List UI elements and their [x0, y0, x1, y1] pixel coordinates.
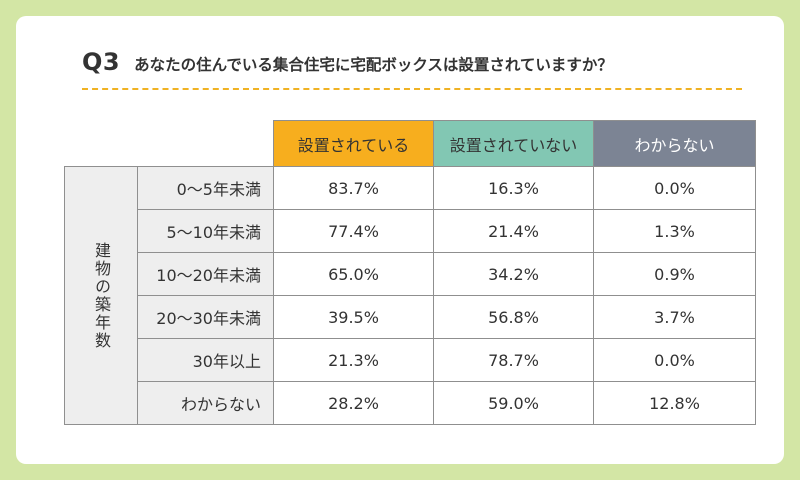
value-cell: 78.7%: [433, 338, 594, 382]
row-label: 10〜20年未満: [137, 252, 274, 296]
value-cell: 39.5%: [273, 295, 434, 339]
table-row: 20〜30年未満 39.5% 56.8% 3.7%: [65, 295, 756, 339]
column-header-unknown: わからない: [593, 120, 756, 167]
value-cell: 0.0%: [593, 166, 756, 210]
question-header: Q3 あなたの住んでいる集合住宅に宅配ボックスは設置されていますか？: [82, 48, 613, 76]
row-label: 0〜5年未満: [137, 166, 274, 210]
table-row: わからない 28.2% 59.0% 12.8%: [65, 381, 756, 425]
row-label: 5〜10年未満: [137, 209, 274, 253]
value-cell: 34.2%: [433, 252, 594, 296]
table-row: 建物の築年数 0〜5年未満 83.7% 16.3% 0.0%: [64, 166, 756, 425]
value-cell: 56.8%: [433, 295, 594, 339]
table-row: 10〜20年未満 65.0% 34.2% 0.9%: [65, 252, 756, 296]
value-cell: 3.7%: [593, 295, 756, 339]
column-header-not-installed: 設置されていない: [433, 120, 594, 167]
column-header-installed: 設置されている: [273, 120, 434, 167]
dashed-divider: [82, 88, 742, 90]
value-cell: 59.0%: [433, 381, 594, 425]
row-label: 30年以上: [137, 338, 274, 382]
value-cell: 65.0%: [273, 252, 434, 296]
table-header-row: 設置されている 設置されていない わからない: [65, 120, 756, 167]
value-cell: 77.4%: [273, 209, 434, 253]
row-label: わからない: [137, 381, 274, 425]
question-number: Q3: [82, 48, 121, 76]
value-cell: 12.8%: [593, 381, 756, 425]
results-table: 設置されている 設置されていない わからない 建物の築年数 0〜5年未満 83.…: [64, 120, 756, 425]
row-group-cell: 建物の築年数: [64, 166, 138, 425]
value-cell: 16.3%: [433, 166, 594, 210]
value-cell: 1.3%: [593, 209, 756, 253]
question-text: あなたの住んでいる集合住宅に宅配ボックスは設置されていますか？: [134, 56, 613, 74]
table-row: 30年以上 21.3% 78.7% 0.0%: [65, 338, 756, 382]
value-cell: 21.4%: [433, 209, 594, 253]
value-cell: 0.0%: [593, 338, 756, 382]
value-cell: 83.7%: [273, 166, 434, 210]
value-cell: 28.2%: [273, 381, 434, 425]
value-cell: 0.9%: [593, 252, 756, 296]
row-label: 20〜30年未満: [137, 295, 274, 339]
row-group-label: 建物の築年数: [92, 241, 111, 350]
value-cell: 21.3%: [273, 338, 434, 382]
table-row: 5〜10年未満 77.4% 21.4% 1.3%: [65, 209, 756, 253]
table-corner: [65, 121, 274, 167]
